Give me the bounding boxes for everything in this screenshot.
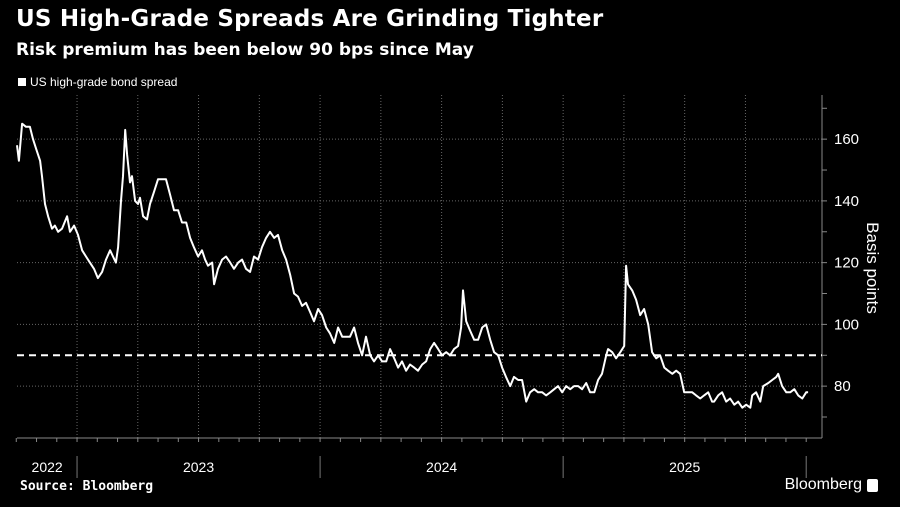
legend-label: US high-grade bond spread (30, 75, 178, 89)
x-tick-label: 2023 (183, 459, 214, 475)
y-tick-label: 100 (834, 316, 859, 333)
legend-swatch (18, 78, 26, 86)
bloomberg-chart-icon (867, 478, 878, 492)
x-tick-label: 2025 (669, 459, 700, 475)
y-tick-label: 120 (834, 255, 859, 272)
y-axis-label: Basis points (863, 222, 882, 314)
x-tick-label: 2022 (32, 459, 63, 475)
series-line-us-high-grade-spread (16, 122, 809, 409)
legend: US high-grade bond spread (18, 75, 177, 89)
source-note: Source: Bloomberg (20, 479, 154, 494)
x-tick-label: 2024 (426, 459, 457, 475)
brand-text: Bloomberg (784, 476, 862, 493)
bloomberg-logo: Bloomberg (785, 476, 878, 494)
y-tick-label: 140 (834, 193, 859, 210)
y-tick-label: 160 (834, 131, 859, 148)
chart-title: US High-Grade Spreads Are Grinding Tight… (16, 6, 604, 32)
y-tick-label: 80 (834, 378, 851, 395)
chart-subtitle: Risk premium has been below 90 bps since… (16, 40, 474, 60)
